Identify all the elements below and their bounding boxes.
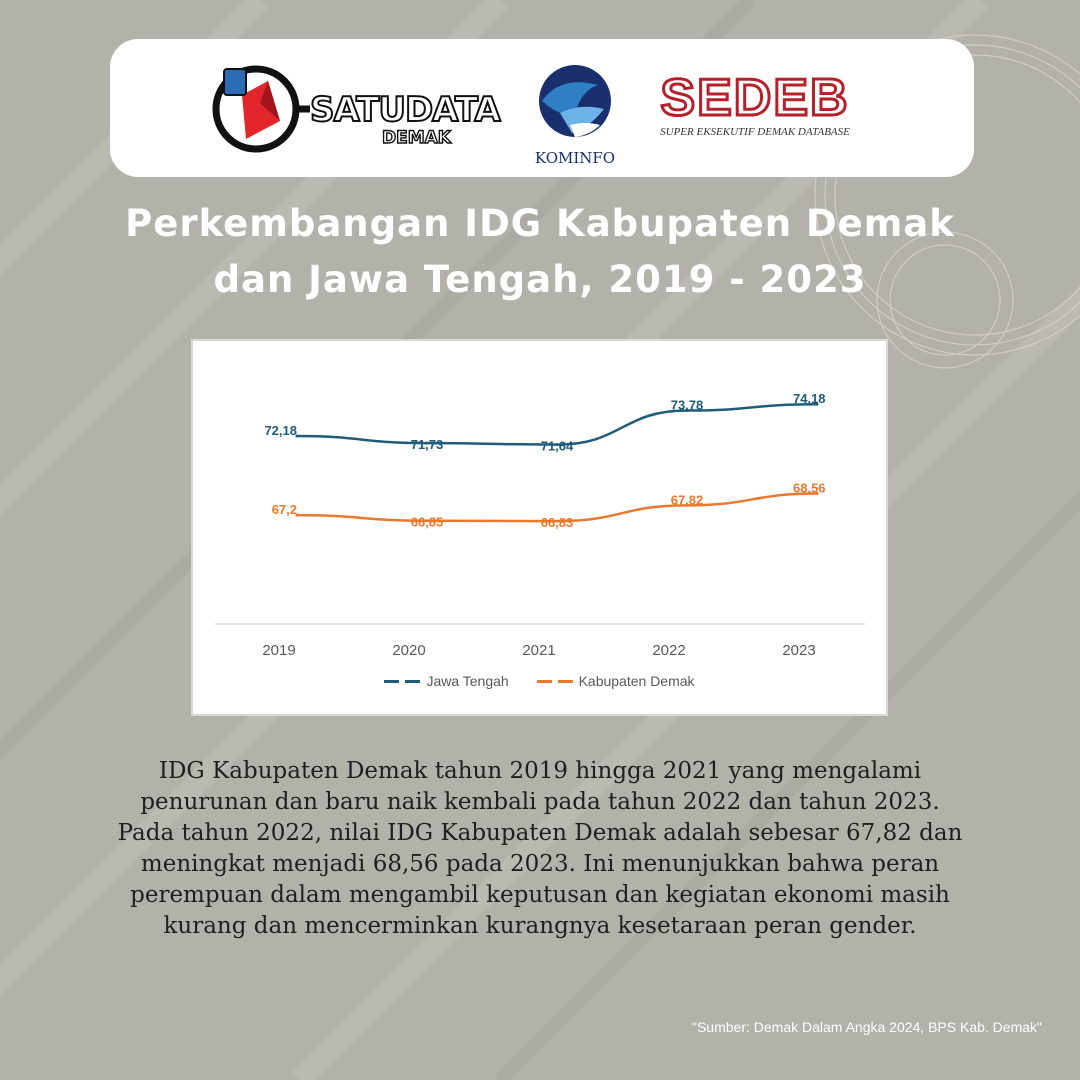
data-label-1-4: 68,56	[793, 481, 826, 496]
chart-container: 2019 2020 2021 2022 2023 72,18 71,73 71,64 73,78…	[191, 339, 888, 716]
legend-item-kabupaten-demak: Kabupaten Demak	[536, 673, 695, 689]
data-label-0-1: 71,73	[411, 437, 444, 452]
title-line-1: Perkembangan IDG Kabupaten Demak	[125, 202, 955, 245]
legend-swatch-jawa-tengah	[384, 675, 422, 687]
data-point-0-3	[685, 409, 689, 413]
data-point-0-1	[425, 441, 429, 445]
line-chart: 2019 2020 2021 2022 2023 72,18 71,73 71,64 73,78…	[215, 391, 865, 659]
data-point-0-4	[815, 402, 819, 406]
data-point-1-2	[555, 519, 559, 523]
data-point-1-0	[295, 513, 299, 517]
data-label-0-4: 74,18	[793, 391, 826, 406]
data-label-0-3: 73,78	[671, 398, 704, 413]
satudata-sub-wordmark: DEMAK	[382, 128, 452, 148]
data-label-1-3: 67,82	[671, 492, 704, 507]
data-point-0-2	[555, 443, 559, 447]
data-label-0-2: 71,64	[541, 439, 574, 454]
sedeb-tagline: SUPER EKSEKUTIF DEMAK DATABASE	[660, 126, 850, 138]
source-note: "Sumber: Demak Dalam Angka 2024, BPS Kab…	[692, 1019, 1042, 1035]
data-label-1-2: 66,83	[541, 515, 574, 530]
page-title: Perkembangan IDG Kabupaten Demak dan Jaw…	[60, 196, 1020, 308]
legend-label-kabupaten-demak: Kabupaten Demak	[578, 673, 695, 689]
description-text: IDG Kabupaten Demak tahun 2019 hingga 20…	[117, 758, 963, 939]
data-label-1-0: 67,2	[272, 502, 297, 517]
legend-item-jawa-tengah: Jawa Tengah	[384, 673, 509, 689]
x-tick-label: 2020	[392, 642, 425, 659]
sedeb-wordmark: SEDEB	[660, 69, 849, 127]
title-line-2: dan Jawa Tengah, 2019 - 2023	[213, 258, 867, 301]
x-tick-label: 2022	[652, 642, 685, 659]
data-point-1-4	[815, 492, 819, 496]
satudata-demak-logo: SATUDATA DEMAK	[212, 65, 503, 153]
data-point-0-0	[295, 434, 299, 438]
x-tick-label: 2021	[522, 642, 555, 659]
sedeb-logo: SEDEB SUPER EKSEKUTIF DEMAK DATABASE	[659, 68, 850, 139]
x-tick-label: 2019	[262, 642, 295, 659]
satudata-wordmark: SATUDATA	[310, 90, 501, 130]
data-point-1-1	[425, 519, 429, 523]
legend-label-jawa-tengah: Jawa Tengah	[426, 673, 509, 689]
data-label-1-1: 66,85	[411, 515, 444, 530]
data-label-0-0: 72,18	[264, 423, 297, 438]
data-point-1-3	[685, 503, 689, 507]
legend-swatch-kabupaten-demak	[536, 675, 575, 687]
chart-legend: Jawa Tengah Kabupaten Demak	[193, 673, 886, 690]
logo-header: SATUDATA DEMAK KOMINFO SEDEB SUPER EKSEK…	[110, 39, 974, 177]
kominfo-wordmark: KOMINFO	[535, 149, 615, 167]
x-tick-label: 2023	[782, 642, 815, 659]
kominfo-logo: KOMINFO	[535, 65, 615, 167]
